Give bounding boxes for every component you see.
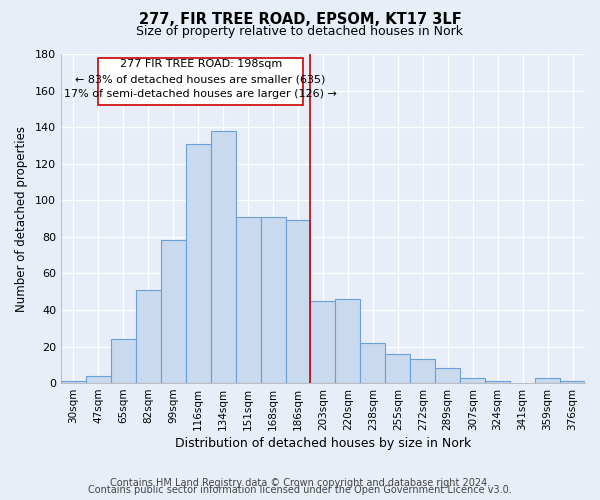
Text: Contains HM Land Registry data © Crown copyright and database right 2024.: Contains HM Land Registry data © Crown c… — [110, 478, 490, 488]
Bar — [161, 240, 186, 383]
Bar — [86, 376, 111, 383]
Bar — [410, 360, 435, 383]
Bar — [485, 381, 510, 383]
Bar — [310, 301, 335, 383]
Text: ← 83% of detached houses are smaller (635): ← 83% of detached houses are smaller (63… — [76, 74, 326, 84]
Text: 277 FIR TREE ROAD: 198sqm: 277 FIR TREE ROAD: 198sqm — [119, 60, 282, 70]
Text: 17% of semi-detached houses are larger (126) →: 17% of semi-detached houses are larger (… — [64, 88, 337, 99]
Bar — [385, 354, 410, 383]
Bar — [435, 368, 460, 383]
Bar — [260, 216, 286, 383]
Bar — [286, 220, 310, 383]
Text: 277, FIR TREE ROAD, EPSOM, KT17 3LF: 277, FIR TREE ROAD, EPSOM, KT17 3LF — [139, 12, 461, 28]
X-axis label: Distribution of detached houses by size in Nork: Distribution of detached houses by size … — [175, 437, 471, 450]
Bar — [560, 381, 585, 383]
Bar — [236, 216, 260, 383]
Bar — [186, 144, 211, 383]
Text: Contains public sector information licensed under the Open Government Licence v3: Contains public sector information licen… — [88, 485, 512, 495]
Bar — [335, 299, 361, 383]
Bar — [211, 131, 236, 383]
Bar — [136, 290, 161, 383]
FancyBboxPatch shape — [98, 58, 303, 105]
Bar — [361, 343, 385, 383]
Bar — [61, 381, 86, 383]
Text: Size of property relative to detached houses in Nork: Size of property relative to detached ho… — [137, 25, 464, 38]
Y-axis label: Number of detached properties: Number of detached properties — [15, 126, 28, 312]
Bar — [111, 339, 136, 383]
Bar — [535, 378, 560, 383]
Bar — [460, 378, 485, 383]
